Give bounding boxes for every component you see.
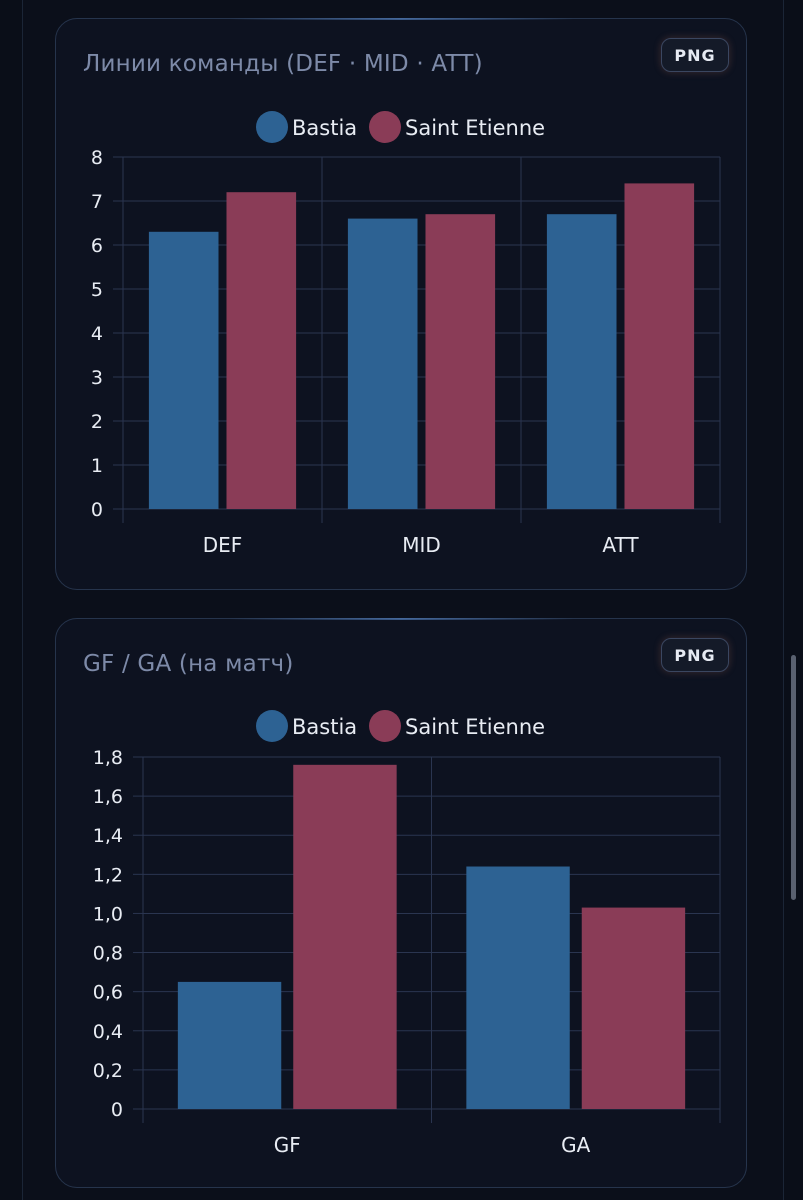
bar-mid-0[interactable] [347,218,418,509]
legend-swatch-1 [369,710,401,742]
bar-ga-1[interactable] [581,907,686,1109]
png-export-button[interactable]: PNG [661,638,729,672]
y-tick-label: 0,2 [93,1060,123,1082]
y-tick-label: 1,6 [93,786,123,808]
y-tick-label: 0,4 [93,1021,123,1043]
legend-label-0[interactable]: Bastia [292,116,357,140]
legend-label-1[interactable]: Saint Etienne [405,715,545,739]
chart-card-gf-ga: GF / GA (на матч) PNG Bastia Saint Etienn… [55,618,747,1188]
scrollbar-thumb[interactable] [791,655,796,900]
x-tick-label: ATT [602,533,639,557]
chart-title: GF / GA (на матч) [83,651,294,677]
x-tick-label: GF [274,1133,301,1157]
y-tick-label: 1,8 [93,747,123,769]
bar-chart-lines: Bastia Saint Etienne 0 1 2 3 4 5 6 7 8 DEF MID ATT [91,111,721,557]
y-tick-label: 7 [91,191,103,213]
y-tick-label: 1 [91,455,103,477]
bar-att-1[interactable] [624,183,695,509]
bar-def-0[interactable] [148,231,219,510]
x-tick-label: GA [561,1133,590,1157]
chart-card-lines: Линии команды (DEF · MID · ATT) PNG Bast… [55,18,747,590]
png-export-button[interactable]: PNG [661,38,729,72]
y-tick-label: 0 [111,1099,123,1121]
bar-chart-gf-ga: Bastia Saint Etienne 0 0,2 0,4 0,6 0,8 1,0 1,2 1,… [93,710,721,1157]
bar-def-1[interactable] [226,192,297,509]
legend-swatch-0 [256,710,288,742]
y-tick-label: 5 [91,279,103,301]
bar-ga-0[interactable] [466,866,570,1109]
y-tick-label: 6 [91,235,103,257]
legend-swatch-0 [256,111,288,143]
chart-title: Линии команды (DEF · MID · ATT) [83,51,483,77]
y-tick-label: 1,2 [93,864,123,886]
y-tick-label: 0 [91,499,103,521]
y-tick-label: 2 [91,411,103,433]
y-tick-label: 1,4 [93,825,123,847]
bar-att-0[interactable] [546,214,617,509]
x-tick-label: DEF [203,533,243,557]
y-tick-label: 4 [91,323,103,345]
y-tick-label: 1,0 [93,903,123,925]
legend-label-1[interactable]: Saint Etienne [405,116,545,140]
y-tick-label: 0,8 [93,943,123,965]
x-tick-label: MID [402,533,441,557]
y-tick-label: 8 [91,147,103,169]
bar-gf-1[interactable] [293,764,397,1109]
bar-mid-1[interactable] [425,214,496,509]
legend-swatch-1 [369,111,401,143]
y-tick-label: 0,6 [93,982,123,1004]
legend-label-0[interactable]: Bastia [292,715,357,739]
bar-gf-0[interactable] [177,981,282,1109]
y-tick-label: 3 [91,367,103,389]
